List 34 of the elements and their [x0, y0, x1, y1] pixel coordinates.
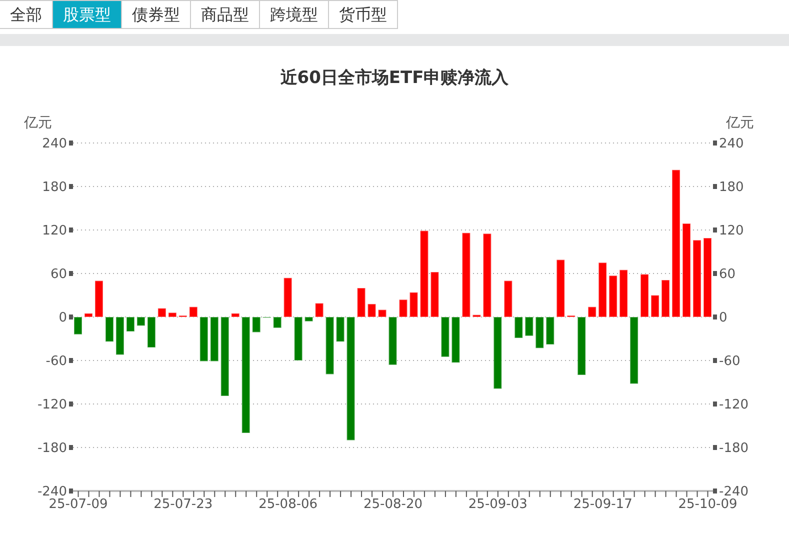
y2-tick-label: 0: [719, 310, 728, 326]
text: 商品型: [190, 0, 260, 29]
y-tick-label: -60: [46, 354, 67, 370]
y-tick-label: -240: [37, 484, 67, 500]
y-tick-label: -120: [37, 398, 67, 413]
y2-tick-label: 60: [719, 267, 736, 282]
y-tick-label: 60: [50, 267, 67, 282]
y-tick-label: 120: [42, 224, 67, 239]
text: 股票型: [52, 0, 122, 29]
y2-tick-label: 240: [719, 136, 744, 152]
y2-tick-label: -120: [719, 398, 749, 413]
text: 跨境型: [259, 0, 329, 29]
y2-tick-label: -60: [719, 354, 740, 370]
y-axis-title: 亿元: [24, 114, 52, 132]
text: 债券型: [121, 0, 191, 29]
chart-title: 近60日全市场ETF申赎净流入: [279, 67, 510, 89]
y-tick-label: -180: [37, 441, 67, 456]
y2-tick-label: -180: [719, 441, 749, 456]
x-tick-label: 25-08-20: [363, 497, 423, 512]
y-tick-label: 0: [58, 310, 67, 326]
y2-tick-label: -240: [719, 484, 749, 500]
x-tick-label: 25-10-09: [678, 497, 738, 512]
x-tick-label: 25-07-23: [154, 497, 213, 512]
y-tick-label: 180: [42, 180, 67, 196]
y-tick-label: 240: [42, 136, 67, 152]
y2-axis-title: 亿元: [726, 114, 754, 132]
x-tick-label: 25-09-17: [573, 497, 632, 512]
x-tick-label: 25-07-09: [48, 497, 108, 512]
text: 全部: [0, 0, 53, 29]
text: 货币型: [328, 0, 398, 29]
y2-tick-label: 180: [719, 180, 744, 196]
x-tick-label: 25-09-03: [468, 497, 528, 512]
x-tick-label: 25-08-06: [258, 497, 318, 512]
y2-tick-label: 120: [719, 224, 744, 239]
